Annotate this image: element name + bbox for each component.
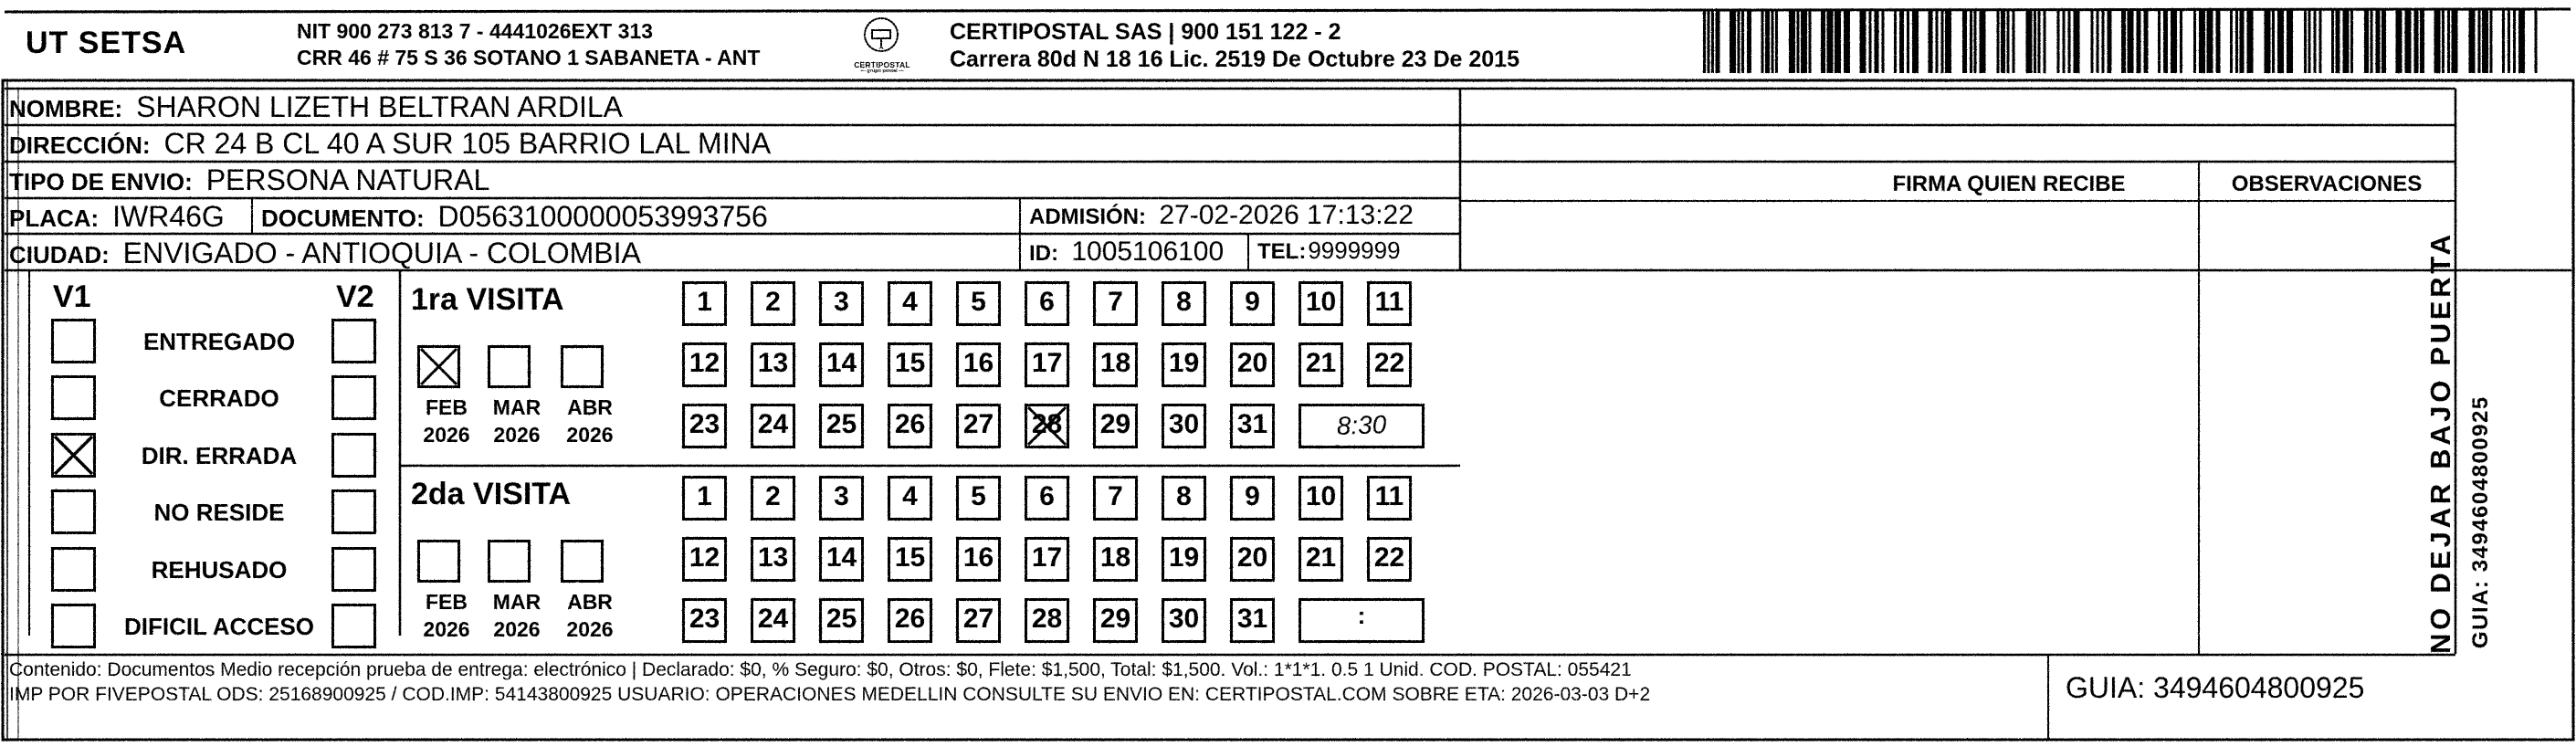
svg-text:V1: V1	[53, 279, 91, 314]
svg-text:V2: V2	[336, 279, 374, 314]
